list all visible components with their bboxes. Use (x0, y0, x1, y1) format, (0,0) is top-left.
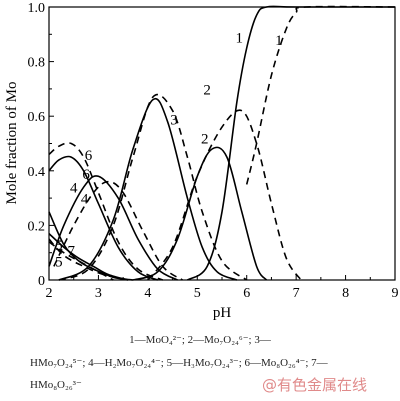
series-2-solid (132, 146, 268, 281)
y-tick-label: 0.4 (28, 165, 46, 180)
curve-label: 5 (55, 238, 63, 254)
curve-label: 3 (170, 112, 178, 128)
x-tick-label: 7 (293, 286, 300, 301)
y-tick-label: 0 (38, 274, 45, 289)
legend-line-3: HMo₈O₂₆³⁻ (30, 379, 82, 391)
x-tick-label: 5 (194, 286, 201, 301)
series-6-solid (48, 155, 159, 281)
curve-label: 1 (236, 30, 244, 46)
y-tick-label: 1.0 (28, 1, 46, 16)
curve-label: 4 (81, 192, 89, 208)
y-tick-label: 0.8 (28, 56, 46, 71)
series-6-dashed (48, 142, 164, 281)
x-tick-label: 3 (95, 286, 102, 301)
curve-label: 1 (275, 33, 283, 49)
y-axis-label: Mole fraction of Mo (4, 82, 20, 205)
y-tick-label: 0.6 (28, 110, 46, 125)
legend-line-2: HMo₇O₂₄⁵⁻; 4—H₂Mo₇O₂₄⁴⁻; 5—H₃Mo₇O₂₄³⁻; 6… (30, 357, 328, 369)
series-1-dashed (245, 5, 396, 185)
x-tick-label: 9 (392, 286, 399, 301)
series-2-dashed (147, 109, 302, 281)
series-layer (48, 5, 396, 281)
series-5-dashed (48, 238, 129, 281)
watermark: @有色金属在线 (262, 376, 368, 394)
curve-label: 2 (203, 82, 211, 98)
series-4-solid (48, 175, 178, 281)
x-axis-label: pH (213, 305, 232, 321)
x-tick-label: 6 (243, 286, 250, 301)
x-tick-label: 4 (144, 286, 151, 301)
series-7-solid (48, 233, 129, 281)
y-tick-label: 0.2 (28, 219, 46, 234)
curve-label: 7 (67, 243, 75, 259)
x-tick-label: 8 (342, 286, 349, 301)
series-3-dashed (58, 93, 248, 281)
plot-frame (48, 6, 396, 281)
series-7-dashed (48, 241, 114, 281)
legend-line-1: 1—MoO₄²⁻; 2—Mo₇O₂₄⁶⁻; 3— (129, 334, 271, 346)
curve-label: 2 (201, 132, 209, 148)
curve-label: 6 (82, 167, 90, 183)
curve-label: 5 (55, 254, 63, 270)
series-3-solid (58, 97, 238, 281)
series-1-solid (186, 5, 395, 281)
series-4-dashed (53, 180, 183, 281)
axes: 2 3 4 5 6 7 8 9 0 0.2 0.4 0.6 0.8 1.0 (28, 1, 399, 301)
x-tick-label: 2 (46, 286, 53, 301)
curve-label: 4 (70, 181, 78, 197)
curve-label: 6 (85, 148, 93, 164)
